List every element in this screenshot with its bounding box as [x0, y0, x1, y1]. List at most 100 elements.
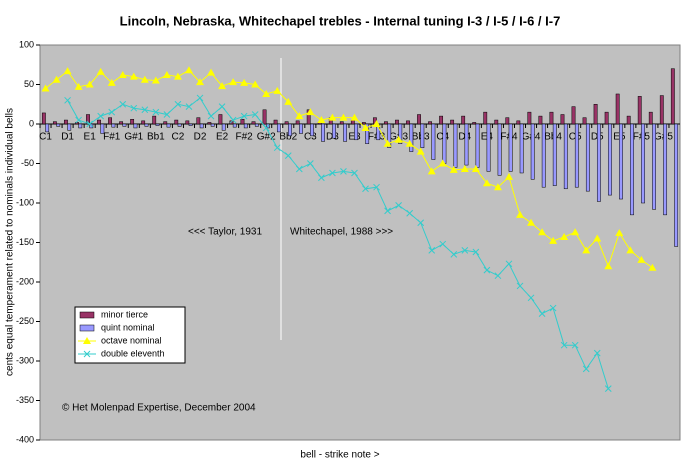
- legend-label: octave nominal: [101, 335, 162, 345]
- x-tick-label: E1: [84, 132, 97, 143]
- marker: [406, 209, 414, 217]
- marker: [129, 72, 138, 80]
- marker: [417, 219, 425, 227]
- bar: [619, 123, 623, 200]
- bar: [174, 119, 179, 125]
- marker: [185, 103, 193, 110]
- bar: [321, 123, 325, 142]
- bar: [273, 119, 278, 125]
- marker: [107, 78, 116, 86]
- bar: [475, 123, 480, 168]
- bar: [398, 123, 403, 144]
- x-tick-label: C2: [172, 132, 185, 143]
- x-axis-label: bell - strike note >: [300, 450, 379, 461]
- marker: [184, 66, 193, 74]
- marker: [372, 120, 381, 127]
- bar: [229, 120, 234, 125]
- marker: [130, 104, 138, 112]
- bar: [177, 123, 182, 127]
- bar: [108, 117, 112, 125]
- bar: [439, 115, 444, 125]
- bar: [332, 123, 336, 139]
- x-tick-label: C3: [304, 132, 317, 143]
- bar: [155, 123, 160, 126]
- marker: [284, 97, 293, 105]
- bar: [299, 123, 303, 134]
- marker: [86, 120, 94, 128]
- marker: [196, 78, 204, 86]
- marker: [438, 159, 447, 167]
- marker: [504, 172, 513, 180]
- bar: [674, 123, 679, 247]
- legend-label: double eleventh: [101, 348, 165, 358]
- bar: [163, 121, 168, 125]
- bar: [450, 119, 455, 125]
- bar: [122, 123, 127, 127]
- y-tick-label: 0: [29, 118, 34, 128]
- marker: [218, 103, 226, 110]
- bar: [560, 114, 565, 125]
- marker: [626, 246, 635, 254]
- marker: [560, 232, 569, 240]
- bar: [516, 120, 521, 125]
- bar: [41, 112, 46, 125]
- legend-marker: [83, 337, 91, 344]
- bar: [295, 120, 300, 125]
- marker: [395, 202, 402, 209]
- bar: [497, 123, 502, 176]
- marker: [516, 282, 524, 290]
- bar: [648, 111, 653, 125]
- marker: [295, 165, 303, 173]
- marker: [582, 365, 590, 373]
- marker: [74, 82, 83, 90]
- marker: [450, 250, 458, 258]
- marker: [428, 247, 436, 254]
- bar: [585, 123, 590, 192]
- bar: [464, 123, 469, 166]
- marker: [140, 75, 149, 83]
- bar: [188, 123, 193, 126]
- bar: [530, 123, 535, 180]
- marker: [163, 111, 171, 118]
- bar: [409, 123, 414, 152]
- marker: [571, 228, 580, 236]
- bar: [582, 117, 587, 125]
- bar: [64, 119, 68, 125]
- marker: [306, 160, 314, 167]
- bar: [431, 123, 436, 160]
- marker: [295, 112, 304, 120]
- y-tick-label: -250: [16, 316, 34, 326]
- marker: [162, 71, 171, 79]
- marker: [85, 80, 94, 88]
- marker: [251, 80, 260, 88]
- marker: [306, 108, 315, 116]
- bar: [630, 123, 634, 216]
- bar: [574, 123, 579, 188]
- bar: [417, 114, 421, 125]
- marker: [119, 100, 127, 108]
- bar: [505, 117, 510, 125]
- bar: [288, 123, 292, 137]
- marker: [637, 255, 646, 263]
- marker: [604, 262, 613, 270]
- y-tick-label: 50: [24, 79, 34, 89]
- bar: [641, 123, 645, 204]
- marker: [273, 144, 281, 152]
- x-tick-label: G#1: [124, 132, 143, 143]
- bar: [670, 68, 675, 125]
- bar: [251, 121, 256, 125]
- marker: [416, 147, 425, 155]
- marker: [439, 240, 447, 248]
- bar: [483, 111, 488, 125]
- bar: [185, 120, 190, 125]
- marker: [284, 152, 292, 159]
- marker: [494, 272, 502, 280]
- bar: [652, 123, 656, 210]
- x-tick-label: E2: [216, 132, 229, 143]
- legend-swatch: [79, 311, 95, 319]
- bar: [527, 111, 532, 125]
- bar: [472, 122, 477, 125]
- marker: [340, 168, 347, 175]
- x-tick-label: G#2: [257, 132, 276, 143]
